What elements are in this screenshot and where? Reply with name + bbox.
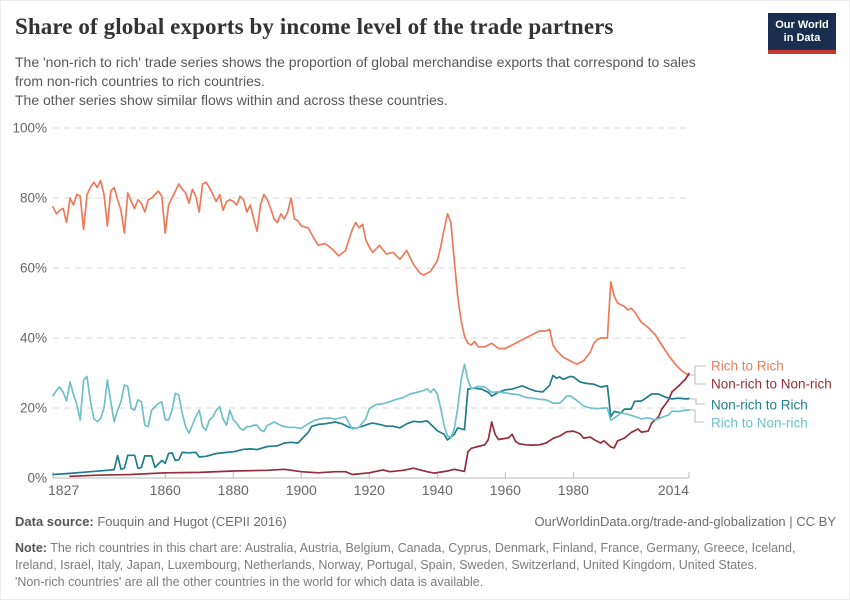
x-tick-label: 1880 [218, 482, 249, 498]
data-source-value: Fouquin and Hugot (CEPII 2016) [93, 514, 287, 529]
y-tick-label: 0% [27, 471, 47, 486]
data-source-label: Data source: [15, 514, 94, 529]
series-line-rich-to-rich[interactable] [52, 179, 690, 377]
legend-connector [689, 365, 706, 385]
x-tick-label: 1920 [354, 482, 385, 498]
note-line: The rich countries in this chart are: Au… [50, 541, 796, 555]
series-line-rich-to-non-rich[interactable] [52, 363, 690, 439]
note-line: 'Non-rich countries' are all the other c… [15, 575, 484, 589]
series-line-non-rich-to-rich[interactable] [52, 374, 690, 476]
legend-label-non-rich-to-non-rich[interactable]: Non-rich to Non-rich [711, 377, 832, 392]
owid-url-link[interactable]: OurWorldinData.org/trade-and-globalizati… [534, 514, 836, 529]
y-tick-label: 80% [20, 191, 47, 206]
series-line-non-rich-to-non-rich[interactable] [69, 372, 690, 478]
legend-label-rich-to-non-rich[interactable]: Rich to Non-rich [711, 416, 808, 431]
x-tick-label: 1860 [150, 482, 181, 498]
note-line: Ireland, Israel, Italy, Japan, Luxembour… [15, 558, 758, 572]
page-title: Share of global exports by income level … [15, 14, 614, 39]
subtitle-line: The other series show similar flows with… [15, 92, 448, 108]
x-tick-label: 2014 [658, 482, 689, 498]
x-tick-label: 1900 [286, 482, 317, 498]
x-tick-label: 1940 [422, 482, 453, 498]
footer-source-row: Data source: Fouquin and Hugot (CEPII 20… [15, 514, 836, 529]
data-source: Data source: Fouquin and Hugot (CEPII 20… [15, 514, 287, 529]
x-tick-label: 1827 [48, 482, 79, 498]
legend-connector [690, 409, 704, 423]
owid-logo[interactable]: Our World in Data [768, 13, 836, 54]
owid-logo-line2: in Data [783, 32, 821, 44]
legend-label-non-rich-to-rich[interactable]: Non-rich to Rich [711, 398, 808, 413]
x-tick-label: 1960 [490, 482, 521, 498]
x-tick-label: 1980 [558, 482, 589, 498]
subtitle-line: The 'non-rich to rich' trade series show… [15, 54, 696, 70]
legend-label-rich-to-rich[interactable]: Rich to Rich [711, 359, 784, 374]
note-label: Note: [15, 541, 47, 555]
chart-note: Note: The rich countries in this chart a… [15, 540, 815, 591]
subtitle-line: from non-rich countries to rich countrie… [15, 73, 265, 89]
y-tick-label: 20% [20, 401, 47, 416]
owid-logo-line1: Our World [775, 19, 829, 31]
legend-connector [690, 398, 705, 405]
y-tick-label: 40% [20, 331, 47, 346]
y-tick-label: 100% [12, 121, 47, 136]
y-tick-label: 60% [20, 261, 47, 276]
chart-subtitle: The 'non-rich to rich' trade series show… [15, 53, 775, 110]
